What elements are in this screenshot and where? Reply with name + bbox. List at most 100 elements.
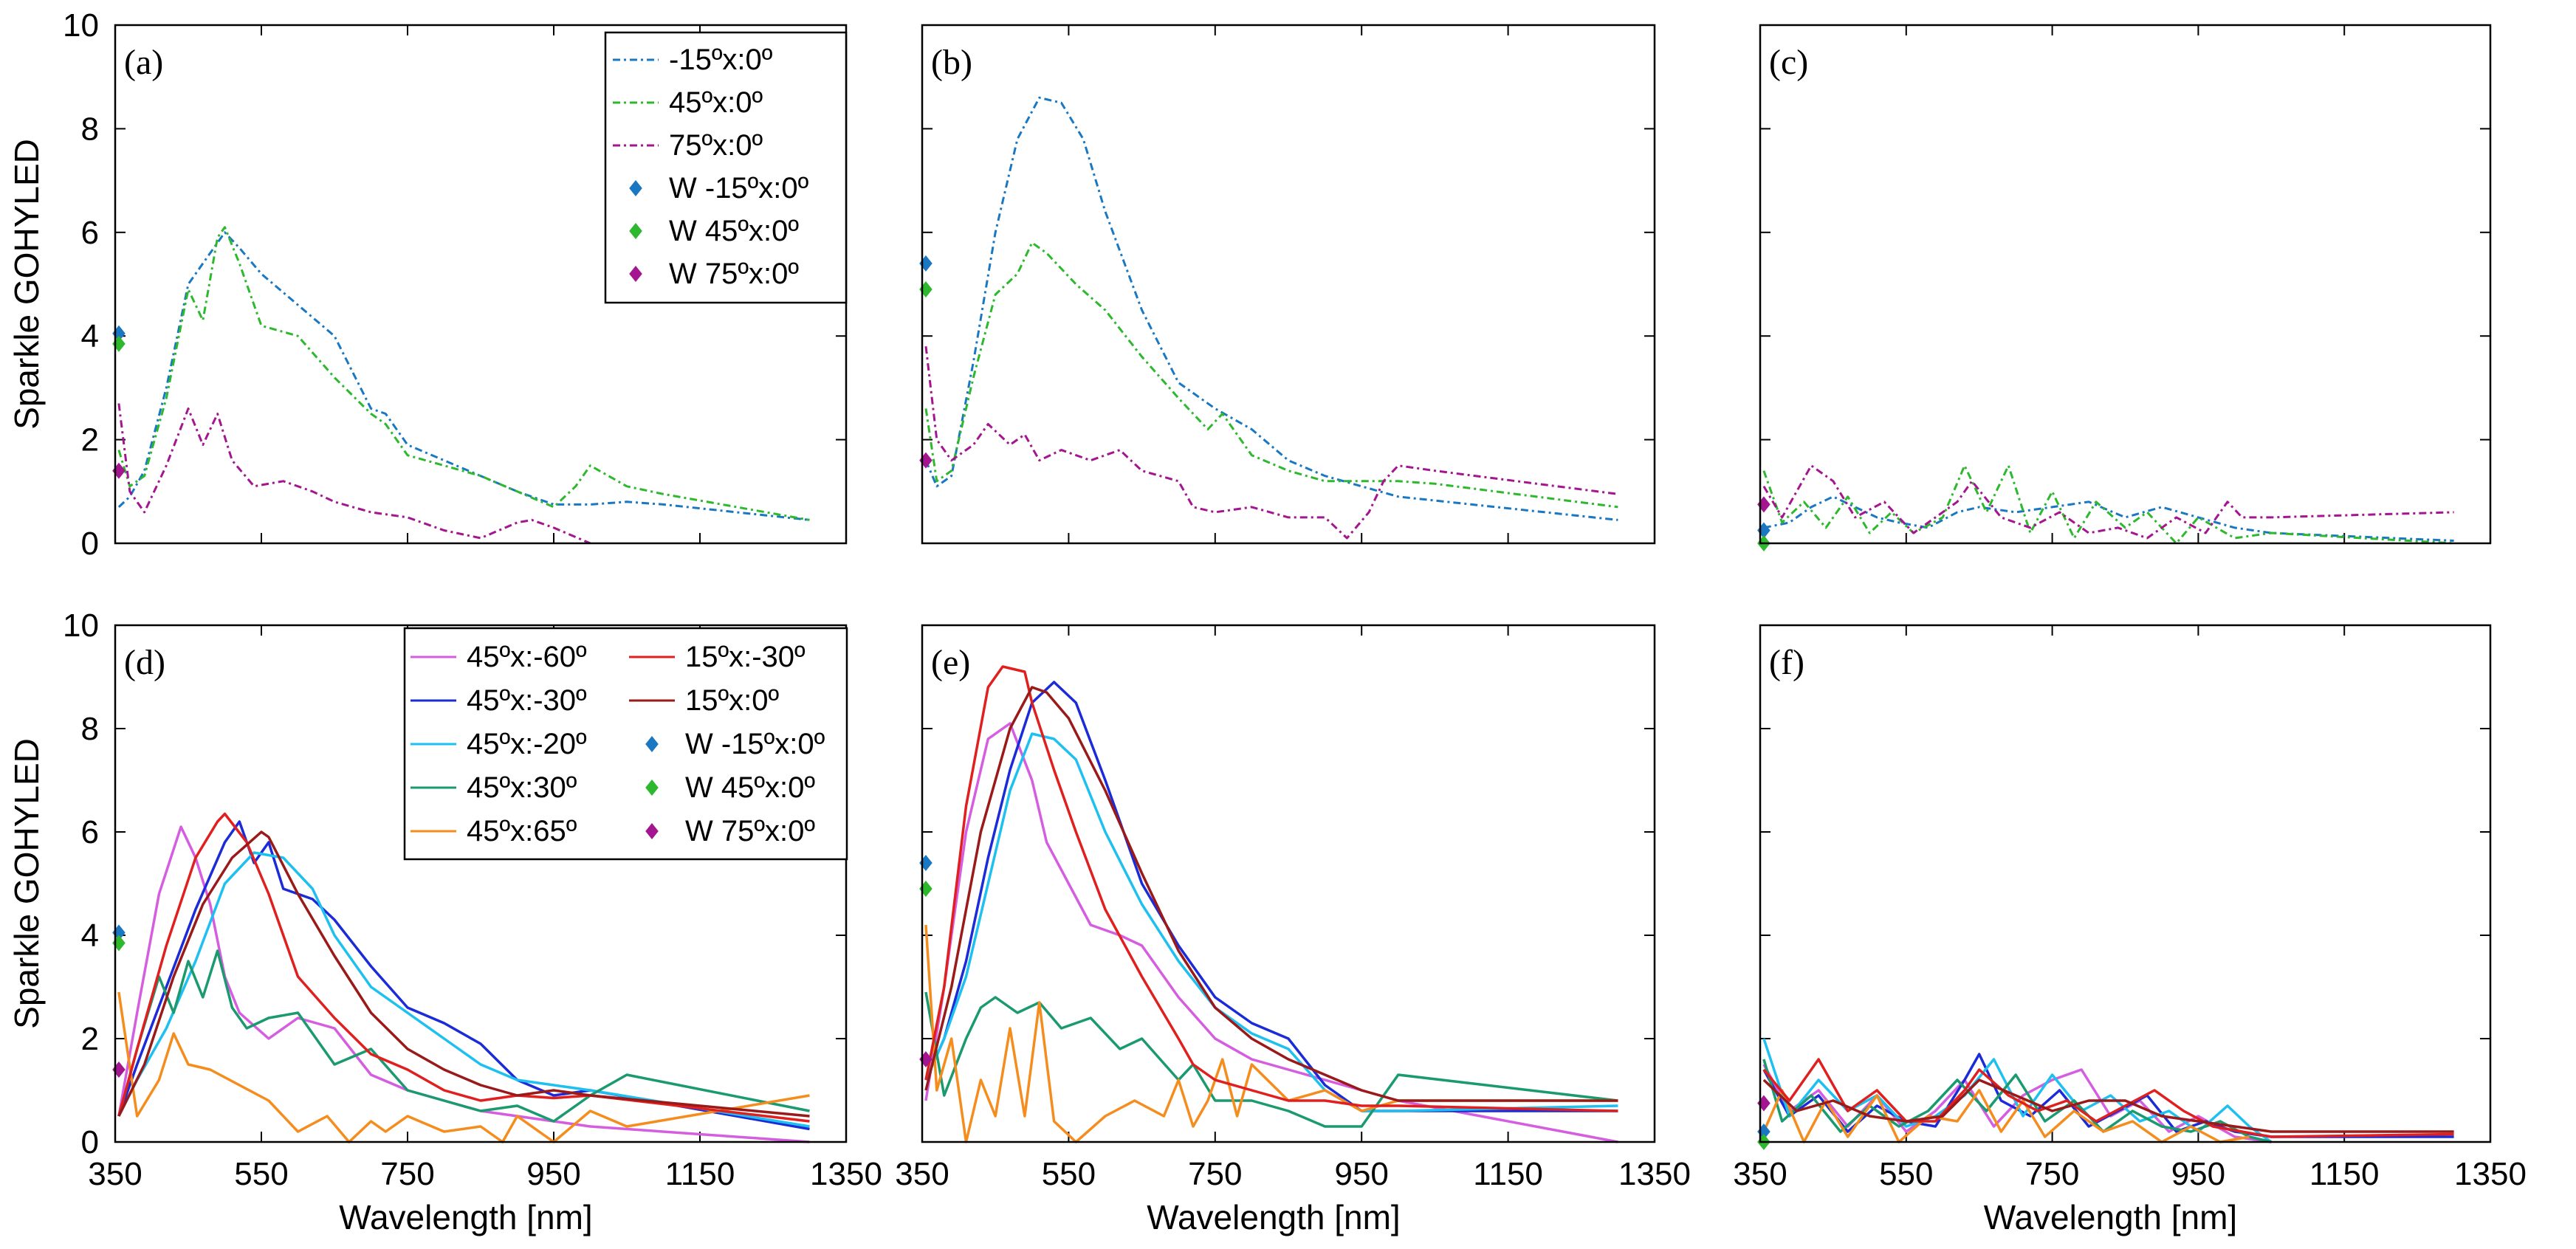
legend-marker-swatch <box>645 823 659 839</box>
series-line-45x30 <box>1762 1059 2272 1143</box>
legend-label: 15ºx:-30º <box>685 641 806 673</box>
series-line-45x65 <box>1762 1089 2250 1143</box>
panel-e: (e) 350 550 750 950 1150 1350 Wavelength [nm] <box>895 624 1691 1236</box>
y-tick-label: 2 <box>81 1021 99 1057</box>
x-axis-label: Wavelength [nm] <box>1984 1198 2237 1236</box>
legend-label: -15ºx:0º <box>669 44 773 76</box>
axes-frame <box>921 24 1656 545</box>
x-tick-label: 1150 <box>665 1156 735 1192</box>
y-tick-label: 8 <box>81 711 99 747</box>
panel-label: (d) <box>124 643 165 682</box>
x-tick-label: 950 <box>2171 1156 2225 1192</box>
panel-f: (f) 350 550 750 950 1150 1350 Wavelength [nm] <box>1733 624 2527 1236</box>
legend-marker-swatch <box>629 266 642 282</box>
series-line-15x-30 <box>924 665 1618 1112</box>
legend-label: W 45ºx:0º <box>685 771 815 804</box>
legend-bottom: 45ºx:-60º 15ºx:-30º 45ºx:-30º 15ºx:0º 45ºx:-… <box>403 627 848 861</box>
legend-label: 45ºx:0º <box>669 86 763 119</box>
series-line-45x-20 <box>117 851 810 1128</box>
panel-label: (f) <box>1769 643 1804 682</box>
legend-label: 45ºx:-30º <box>467 684 587 717</box>
panel-c: (c) <box>1757 24 2492 551</box>
x-tick-label: 1150 <box>1473 1156 1543 1192</box>
y-tick-label: 10 <box>63 7 99 44</box>
series-line--15x0 <box>1763 495 2454 542</box>
series-line-45x-20 <box>924 732 1618 1112</box>
legend-label: 45ºx:-20º <box>467 728 587 760</box>
y-axis-label: Sparkle GOHYLED <box>7 139 46 430</box>
panel-label: (e) <box>931 643 970 682</box>
axes-frame <box>921 624 1656 1143</box>
marker-diamond <box>112 462 126 479</box>
y-tick-label: 10 <box>63 608 99 644</box>
series-line-15x0 <box>117 830 810 1118</box>
marker-diamond <box>1757 1124 1770 1140</box>
marker-diamond <box>112 325 126 342</box>
legend-top: -15ºx:0º 45ºx:0º 75ºx:0º W -15ºx:0º W 45ºx:0… <box>604 31 848 304</box>
x-tick-label: 950 <box>526 1156 580 1192</box>
x-tick-label: 350 <box>895 1156 949 1192</box>
series-line-45x-30 <box>117 820 810 1131</box>
series-line-45x30 <box>924 991 1618 1128</box>
legend-label: W -15ºx:0º <box>669 172 809 204</box>
series-line-45x-20 <box>1762 1038 2273 1143</box>
series-line-75x0 <box>924 346 1618 540</box>
y-tick-label: 4 <box>81 318 99 354</box>
panel-label: (b) <box>931 43 972 82</box>
y-axis-label: Sparkle GOHYLED <box>7 738 46 1029</box>
series-line-45x-30 <box>924 681 1618 1112</box>
x-tick-label: 1350 <box>1618 1156 1691 1192</box>
panel-a: (a) 0 2 4 6 8 10 Sparkle GOHYLED <box>7 7 848 562</box>
legend-label: 45ºx:30º <box>467 771 577 804</box>
y-tick-label: 0 <box>81 526 99 562</box>
legend-label: 15ºx:0º <box>685 684 779 717</box>
panel-label: (a) <box>124 43 163 82</box>
series-line-45x0 <box>1762 464 2454 545</box>
y-tick-label: 0 <box>81 1124 99 1160</box>
x-tick-label: 550 <box>234 1156 288 1192</box>
x-tick-label: 950 <box>1334 1156 1388 1192</box>
legend-label: 75ºx:0º <box>669 129 763 162</box>
series-line-45x-60 <box>924 722 1618 1143</box>
x-tick-label: 350 <box>88 1156 142 1192</box>
x-tick-label: 1150 <box>2309 1156 2380 1192</box>
series-line-45x65 <box>117 991 810 1143</box>
axes-frame <box>114 624 848 1143</box>
x-tick-label: 750 <box>1188 1156 1242 1192</box>
x-tick-label: 550 <box>1042 1156 1096 1192</box>
legend-marker-swatch <box>629 223 642 239</box>
series-line-15x0 <box>1762 1078 2454 1133</box>
marker-diamond <box>112 1062 126 1078</box>
legend-box <box>604 31 848 304</box>
marker-diamond <box>1757 522 1770 539</box>
panel-b: (b) <box>919 24 1656 545</box>
legend-box <box>403 627 848 861</box>
x-axis-label: Wavelength [nm] <box>339 1198 592 1236</box>
series-line-75x0 <box>1762 464 2454 540</box>
legend-label: 45ºx:-60º <box>467 641 587 673</box>
x-tick-label: 550 <box>1879 1156 1933 1192</box>
series-line-75x0 <box>117 403 591 545</box>
legend-marker-swatch <box>629 180 642 196</box>
x-tick-label: 1350 <box>810 1156 882 1192</box>
x-tick-label: 1350 <box>2454 1156 2527 1192</box>
marker-diamond <box>112 924 126 941</box>
marker-diamond <box>112 935 126 952</box>
series-line-45x0 <box>924 241 1618 509</box>
y-tick-label: 4 <box>81 918 99 954</box>
series-line-15x0 <box>924 686 1618 1102</box>
marker-diamond <box>112 335 126 352</box>
x-tick-label: 750 <box>2025 1156 2079 1192</box>
legend-label: 45ºx:65º <box>467 815 577 847</box>
legend-label: W 45ºx:0º <box>669 215 799 247</box>
y-tick-label: 8 <box>81 111 99 147</box>
y-tick-label: 6 <box>81 814 99 850</box>
x-axis-label: Wavelength [nm] <box>1147 1198 1400 1236</box>
series-line-45x-30 <box>1762 1053 2454 1138</box>
axes-frame <box>1759 624 2492 1143</box>
y-tick-label: 6 <box>81 215 99 251</box>
panel-label: (c) <box>1769 43 1808 82</box>
legend-label: W 75ºx:0º <box>669 258 799 290</box>
legend-marker-swatch <box>645 780 659 796</box>
